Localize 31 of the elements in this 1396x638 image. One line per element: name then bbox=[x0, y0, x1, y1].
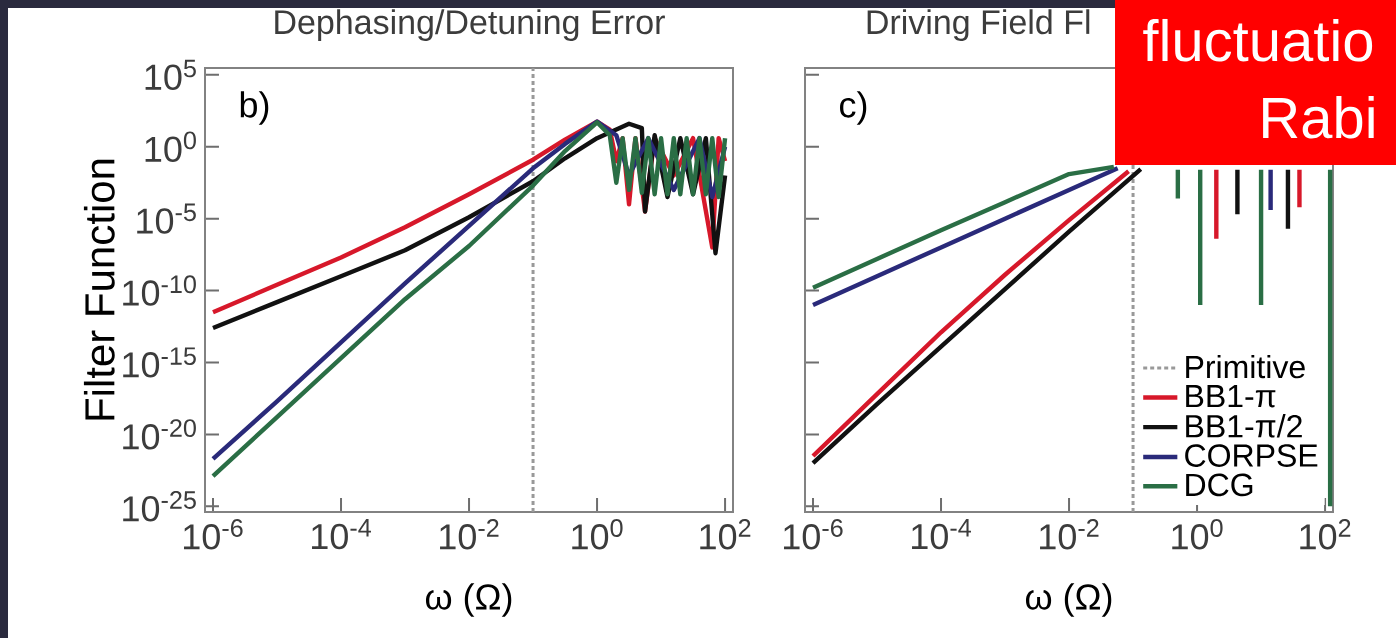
x-axis-title: ω (Ω) bbox=[425, 583, 512, 617]
text: fluctuatio bbox=[1143, 18, 1373, 62]
y-tick-label: 10$^{-15}$ bbox=[123, 347, 196, 378]
y-axis-title: Filter Function bbox=[83, 159, 115, 420]
legend-label: CORPSE bbox=[1185, 444, 1318, 467]
y-tick-label: 10$^{-5}$ bbox=[137, 203, 196, 234]
x-tick-label: 10$^{2}$ bbox=[1300, 519, 1351, 550]
x-tick-label: 10$^{-4}$ bbox=[312, 519, 371, 550]
legend-label: BB1-π/2 bbox=[1186, 414, 1302, 438]
annotation: Rabi bbox=[1263, 95, 1374, 139]
y-tick-label: 10$^{0}$ bbox=[145, 131, 196, 163]
annotation: c) bbox=[840, 91, 867, 125]
chart-title: Dephasing/Detuning Error bbox=[275, 9, 665, 41]
x-tick-label: 10$^{-2}$ bbox=[440, 519, 499, 550]
x-tick-label: 10$^{0}$ bbox=[572, 519, 623, 550]
legend-label: DCG bbox=[1186, 473, 1253, 497]
legend-label: BB1-π bbox=[1186, 385, 1276, 408]
y-tick-label: 10$^{-25}$ bbox=[123, 491, 196, 522]
y-tick-label: 10$^{-20}$ bbox=[123, 419, 196, 450]
x-tick-label: 10$^{-4}$ bbox=[912, 519, 971, 550]
x-axis-title: ω (Ω) bbox=[1025, 583, 1112, 617]
y-tick-label: 10$^{5}$ bbox=[145, 59, 196, 90]
x-tick-label: 10$^{-2}$ bbox=[1040, 519, 1099, 550]
x-tick-label: 10$^{2}$ bbox=[700, 519, 751, 550]
y-tick-label: 10$^{-10}$ bbox=[123, 275, 196, 306]
x-tick-label: 10$^{0}$ bbox=[1172, 519, 1223, 550]
annotation: b) bbox=[240, 91, 269, 125]
x-tick-label: 10$^{-6}$ bbox=[784, 519, 843, 550]
chart-title: Driving Field Fl bbox=[867, 9, 1090, 41]
x-tick-label: 10$^{-6}$ bbox=[184, 519, 243, 550]
ref-line-label: Primitive bbox=[1186, 354, 1305, 379]
